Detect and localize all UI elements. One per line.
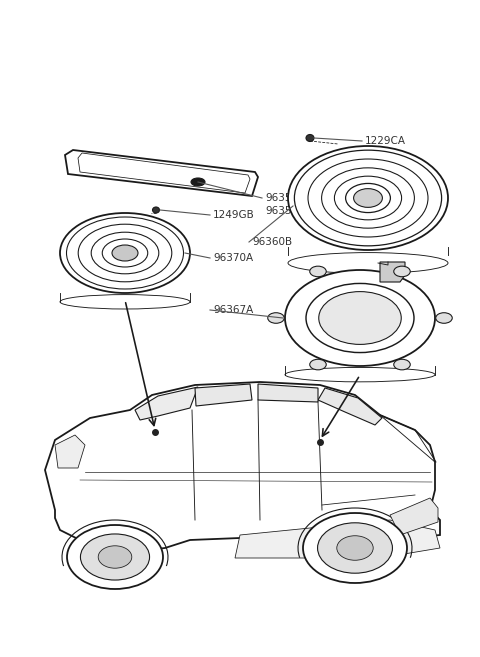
Polygon shape bbox=[135, 387, 198, 420]
Polygon shape bbox=[318, 388, 382, 425]
Ellipse shape bbox=[354, 189, 383, 208]
Ellipse shape bbox=[285, 367, 435, 382]
Ellipse shape bbox=[337, 535, 373, 560]
Ellipse shape bbox=[322, 168, 414, 228]
Ellipse shape bbox=[294, 150, 442, 246]
Ellipse shape bbox=[102, 239, 148, 267]
Ellipse shape bbox=[310, 359, 326, 370]
Ellipse shape bbox=[394, 359, 410, 370]
Ellipse shape bbox=[112, 245, 138, 261]
Ellipse shape bbox=[308, 159, 428, 237]
Text: 96350D: 96350D bbox=[265, 206, 306, 216]
Ellipse shape bbox=[91, 232, 159, 274]
Ellipse shape bbox=[191, 178, 205, 186]
Ellipse shape bbox=[288, 252, 448, 273]
Ellipse shape bbox=[303, 513, 407, 583]
Text: 96360B: 96360B bbox=[252, 237, 292, 247]
Polygon shape bbox=[235, 520, 440, 558]
Ellipse shape bbox=[394, 266, 410, 277]
Ellipse shape bbox=[288, 146, 448, 250]
Ellipse shape bbox=[306, 283, 414, 353]
Text: 96370A: 96370A bbox=[213, 253, 253, 263]
Polygon shape bbox=[258, 384, 318, 402]
Text: 1249GB: 1249GB bbox=[213, 210, 255, 220]
Polygon shape bbox=[380, 262, 405, 282]
Ellipse shape bbox=[268, 313, 284, 323]
Ellipse shape bbox=[153, 207, 159, 213]
Ellipse shape bbox=[78, 224, 172, 282]
Polygon shape bbox=[390, 498, 438, 535]
Ellipse shape bbox=[335, 176, 402, 220]
Ellipse shape bbox=[67, 217, 183, 289]
Ellipse shape bbox=[310, 266, 326, 277]
Ellipse shape bbox=[318, 523, 393, 573]
Ellipse shape bbox=[346, 183, 390, 213]
Polygon shape bbox=[195, 384, 252, 406]
Ellipse shape bbox=[436, 313, 452, 323]
Ellipse shape bbox=[319, 292, 401, 344]
Text: 96367A: 96367A bbox=[213, 305, 253, 315]
Ellipse shape bbox=[60, 294, 190, 309]
Polygon shape bbox=[55, 435, 85, 468]
Polygon shape bbox=[45, 382, 440, 552]
Polygon shape bbox=[65, 150, 258, 196]
Ellipse shape bbox=[306, 135, 314, 141]
Ellipse shape bbox=[98, 546, 132, 568]
Ellipse shape bbox=[60, 213, 190, 293]
Text: 1229CA: 1229CA bbox=[365, 136, 406, 146]
Text: 96351R: 96351R bbox=[265, 193, 305, 203]
Ellipse shape bbox=[81, 534, 150, 580]
Ellipse shape bbox=[285, 270, 435, 366]
Ellipse shape bbox=[67, 525, 163, 589]
